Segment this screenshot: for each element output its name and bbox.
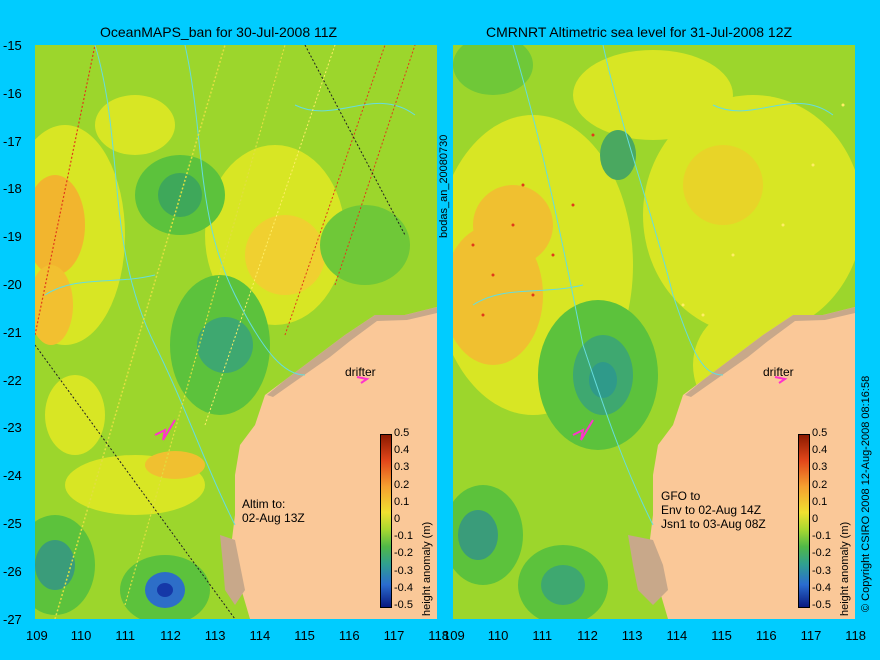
left-colorbar: [380, 434, 392, 608]
right-drifter-label: drifter: [763, 365, 794, 379]
longitude-tick-label: 109: [26, 628, 48, 643]
latitude-tick-label: -25: [3, 516, 22, 531]
longitude-tick-label: 117: [800, 628, 822, 643]
longitude-tick-label: 114: [249, 628, 271, 643]
left-pass-note-line2: 02-Aug 13Z: [242, 511, 305, 525]
colorbar-tick-label: -0.5: [812, 599, 831, 611]
copyright-label: © Copyright CSIRO 2008 12-Aug-2008 08:16…: [860, 375, 872, 612]
right-colorbar: [798, 434, 810, 608]
latitude-tick-label: -27: [3, 611, 22, 627]
colorbar-tick-label: 0.4: [394, 444, 410, 457]
right-pass-note-line1: GFO to: [661, 489, 701, 503]
right-map-title: CMRNRT Altimetric sea level for 31-Jul-2…: [486, 24, 793, 40]
longitude-tick-label: 115: [294, 628, 315, 643]
latitude-tick-label: -18: [3, 181, 22, 197]
longitude-tick-label: 116: [338, 628, 360, 643]
left-map-panel: drifter Altim to: 02-Aug 13Z 0.5 0.4 0.3 0.…: [35, 45, 437, 619]
longitude-tick-label: 118: [845, 628, 867, 643]
longitude-tick-label: 112: [577, 628, 598, 643]
right-pass-note-line3: Jsn1 to 03-Aug 08Z: [661, 517, 766, 531]
colorbar-tick-label: 0.5: [394, 427, 410, 439]
latitude-tick-label: -26: [3, 563, 22, 579]
latitude-tick-label: -19: [3, 229, 22, 245]
latitude-tick-label: -22: [3, 372, 22, 388]
colorbar-tick-label: 0.4: [812, 444, 828, 457]
longitude-tick-label: 109: [443, 628, 465, 643]
colorbar-tick-label: 0.1: [812, 495, 828, 508]
product-id-label: bodas_an_20080730: [438, 134, 450, 238]
longitude-tick-label: 117: [383, 628, 405, 643]
longitude-tick-label: 115: [711, 628, 732, 643]
colorbar-tick-label: -0.3: [394, 564, 413, 577]
longitude-tick-label: 118: [428, 628, 450, 643]
left-map-title: OceanMAPS_ban for 30-Jul-2008 11Z: [100, 24, 338, 40]
left-map-field: [35, 45, 437, 619]
latitude-tick-label: -21: [3, 324, 22, 340]
colorbar-tick-label: -0.1: [812, 530, 831, 543]
longitude-tick-label: 113: [204, 628, 226, 643]
left-drifter-label: drifter: [345, 365, 376, 379]
right-map-field: [453, 45, 855, 619]
colorbar-tick-label: 0.5: [812, 427, 828, 439]
right-colorbar-label: height anomaly (m): [839, 521, 851, 616]
latitude-tick-label: -15: [3, 38, 22, 53]
colorbar-tick-label: -0.1: [394, 530, 413, 543]
latitude-tick-label: -20: [3, 277, 22, 292]
right-pass-note-line2: Env to 02-Aug 14Z: [661, 503, 762, 517]
latitude-tick-label: -24: [3, 468, 22, 484]
colorbar-tick-label: 0: [394, 513, 401, 525]
colorbar-tick-label: -0.2: [812, 547, 831, 560]
colorbar-tick-label: 0.3: [394, 461, 410, 474]
latitude-tick-label: -17: [3, 133, 22, 149]
colorbar-tick-label: -0.5: [394, 599, 413, 611]
left-pass-note-line1: Altim to:: [242, 497, 286, 511]
longitude-tick-label: 110: [70, 628, 92, 643]
colorbar-tick-label: -0.2: [394, 547, 413, 560]
latitude-tick-label: -23: [3, 420, 22, 436]
colorbar-tick-label: 0: [812, 513, 819, 525]
colorbar-tick-label: 0.3: [812, 461, 828, 474]
longitude-tick-label: 111: [532, 628, 553, 643]
colorbar-tick-label: 0.2: [812, 478, 828, 491]
colorbar-tick-label: 0.2: [394, 478, 410, 491]
longitude-tick-label: 111: [115, 628, 136, 643]
colorbar-tick-label: 0.1: [394, 495, 410, 508]
latitude-tick-label: -16: [3, 85, 22, 101]
longitude-tick-label: 114: [666, 628, 688, 643]
right-map-panel: drifter GFO to Env to 02-Aug 14Z Jsn1 to…: [453, 45, 855, 619]
colorbar-tick-label: -0.3: [812, 564, 831, 577]
longitude-tick-label: 110: [487, 628, 509, 643]
longitude-tick-label: 113: [621, 628, 643, 643]
colorbar-tick-label: -0.4: [394, 581, 413, 594]
longitude-tick-label: 116: [755, 628, 777, 643]
left-colorbar-label: height anomaly (m): [421, 521, 433, 616]
colorbar-tick-label: -0.4: [812, 581, 831, 594]
longitude-tick-label: 112: [160, 628, 181, 643]
